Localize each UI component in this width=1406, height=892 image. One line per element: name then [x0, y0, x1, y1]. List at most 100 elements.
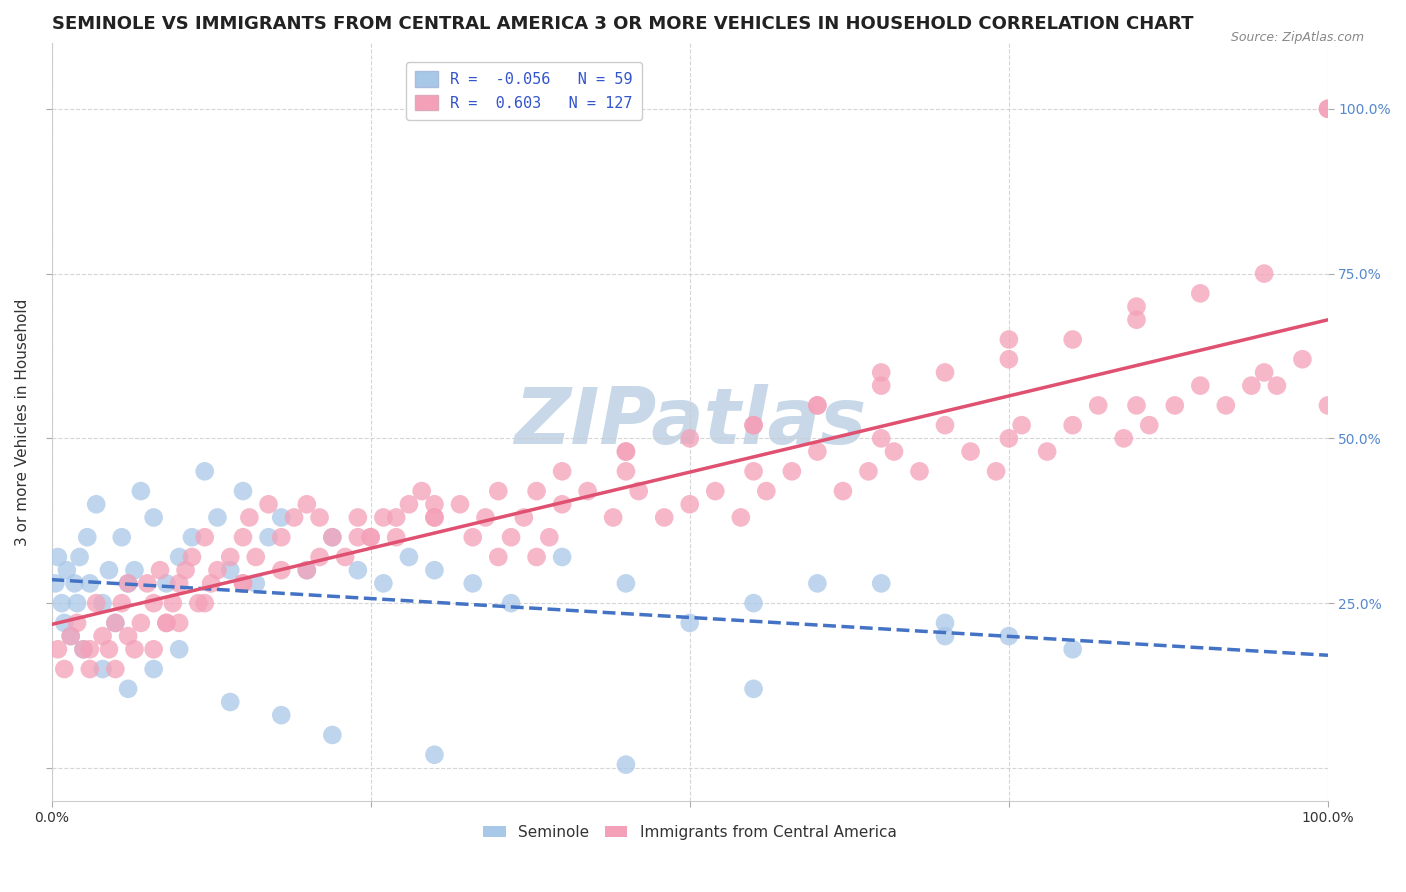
- Point: [474, 510, 496, 524]
- Point: [295, 497, 318, 511]
- Point: [360, 530, 382, 544]
- Legend: Seminole, Immigrants from Central America: Seminole, Immigrants from Central Americ…: [477, 819, 903, 847]
- Point: [1062, 642, 1084, 657]
- Point: [232, 576, 254, 591]
- Point: [142, 662, 165, 676]
- Point: [347, 530, 370, 544]
- Point: [806, 398, 828, 412]
- Point: [1125, 312, 1147, 326]
- Point: [398, 549, 420, 564]
- Point: [149, 563, 172, 577]
- Point: [129, 484, 152, 499]
- Point: [117, 576, 139, 591]
- Point: [53, 662, 76, 676]
- Point: [614, 576, 637, 591]
- Point: [167, 576, 190, 591]
- Point: [155, 615, 177, 630]
- Point: [283, 510, 305, 524]
- Point: [117, 576, 139, 591]
- Point: [347, 563, 370, 577]
- Point: [934, 366, 956, 380]
- Point: [755, 484, 778, 499]
- Point: [627, 484, 650, 499]
- Point: [69, 549, 91, 564]
- Point: [499, 596, 522, 610]
- Point: [162, 596, 184, 610]
- Point: [499, 530, 522, 544]
- Point: [385, 530, 408, 544]
- Point: [232, 484, 254, 499]
- Point: [1011, 418, 1033, 433]
- Point: [270, 530, 292, 544]
- Point: [155, 615, 177, 630]
- Point: [76, 530, 98, 544]
- Point: [91, 629, 114, 643]
- Point: [44, 576, 66, 591]
- Point: [742, 418, 765, 433]
- Point: [730, 510, 752, 524]
- Point: [46, 642, 69, 657]
- Point: [142, 510, 165, 524]
- Point: [998, 629, 1021, 643]
- Point: [295, 563, 318, 577]
- Point: [806, 576, 828, 591]
- Point: [194, 530, 217, 544]
- Point: [270, 708, 292, 723]
- Point: [934, 615, 956, 630]
- Point: [551, 549, 574, 564]
- Point: [449, 497, 471, 511]
- Point: [742, 681, 765, 696]
- Point: [1137, 418, 1160, 433]
- Point: [194, 596, 217, 610]
- Point: [1265, 378, 1288, 392]
- Point: [385, 510, 408, 524]
- Point: [411, 484, 433, 499]
- Point: [238, 510, 260, 524]
- Point: [870, 378, 893, 392]
- Point: [1164, 398, 1187, 412]
- Point: [207, 563, 229, 577]
- Point: [959, 444, 981, 458]
- Point: [66, 615, 89, 630]
- Point: [423, 510, 446, 524]
- Point: [84, 596, 107, 610]
- Point: [1189, 378, 1212, 392]
- Point: [181, 530, 204, 544]
- Point: [1112, 431, 1135, 445]
- Point: [270, 510, 292, 524]
- Point: [423, 497, 446, 511]
- Point: [79, 662, 101, 676]
- Point: [219, 549, 242, 564]
- Point: [142, 596, 165, 610]
- Point: [704, 484, 727, 499]
- Point: [155, 576, 177, 591]
- Point: [98, 642, 121, 657]
- Point: [934, 418, 956, 433]
- Point: [124, 563, 146, 577]
- Point: [883, 444, 905, 458]
- Point: [270, 563, 292, 577]
- Point: [1062, 418, 1084, 433]
- Point: [742, 418, 765, 433]
- Point: [1125, 300, 1147, 314]
- Text: Source: ZipAtlas.com: Source: ZipAtlas.com: [1230, 31, 1364, 45]
- Point: [321, 530, 343, 544]
- Point: [46, 549, 69, 564]
- Point: [84, 497, 107, 511]
- Point: [486, 549, 509, 564]
- Point: [1253, 267, 1275, 281]
- Point: [934, 629, 956, 643]
- Point: [806, 398, 828, 412]
- Point: [423, 747, 446, 762]
- Point: [51, 596, 73, 610]
- Point: [59, 629, 82, 643]
- Point: [72, 642, 94, 657]
- Point: [360, 530, 382, 544]
- Point: [679, 431, 702, 445]
- Point: [526, 549, 548, 564]
- Point: [870, 366, 893, 380]
- Point: [742, 596, 765, 610]
- Point: [181, 549, 204, 564]
- Point: [111, 596, 134, 610]
- Point: [551, 464, 574, 478]
